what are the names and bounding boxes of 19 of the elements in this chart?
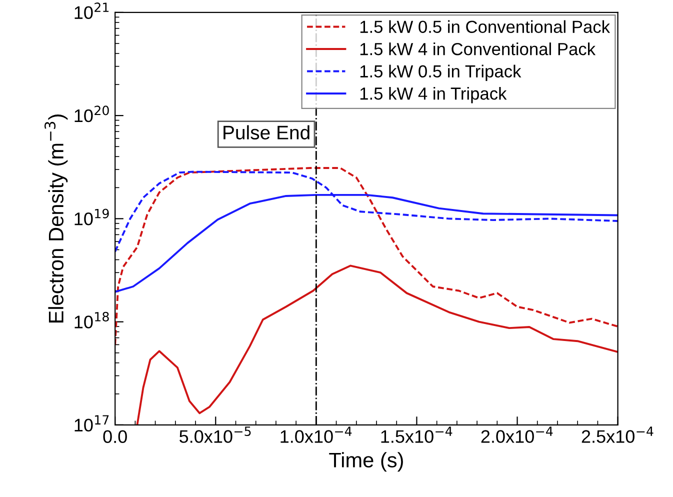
x-tick-label: 0.0 [103, 430, 127, 444]
x-tick-label: 5.0x10$^{−5}$ [180, 426, 251, 443]
legend-label: 1.5 kW 4 in Conventional Pack [360, 42, 596, 56]
x-tick-label: 2.5x10$^{−4}$ [582, 426, 654, 443]
y-axis-title: Electron Density (m$^{−3}$) [44, 114, 68, 322]
y-tick-label: 10$^{21}$ [74, 2, 109, 20]
ref-line-label: Pulse End [224, 125, 310, 140]
x-tick-label: 1.5x10$^{−4}$ [381, 426, 452, 443]
line-series [115, 167, 618, 346]
legend-label: 1.5 kW 0.5 in Conventional Pack [360, 20, 610, 33]
line-series [136, 264, 618, 425]
x-tick-label: 2.0x10$^{−4}$ [481, 426, 553, 443]
y-tick-label: 10$^{20}$ [74, 106, 109, 122]
legend-label: 1.5 kW 4 in Tripack [360, 87, 507, 104]
x-axis-title: Time (s) [329, 452, 403, 472]
legend-label: 1.5 kW 0.5 in Tripack [360, 64, 522, 81]
y-tick-label: 10$^{18}$ [74, 312, 109, 328]
y-tick-label: 10$^{19}$ [74, 208, 109, 226]
x-tick-label: 1.0x10$^{−4}$ [280, 426, 352, 443]
